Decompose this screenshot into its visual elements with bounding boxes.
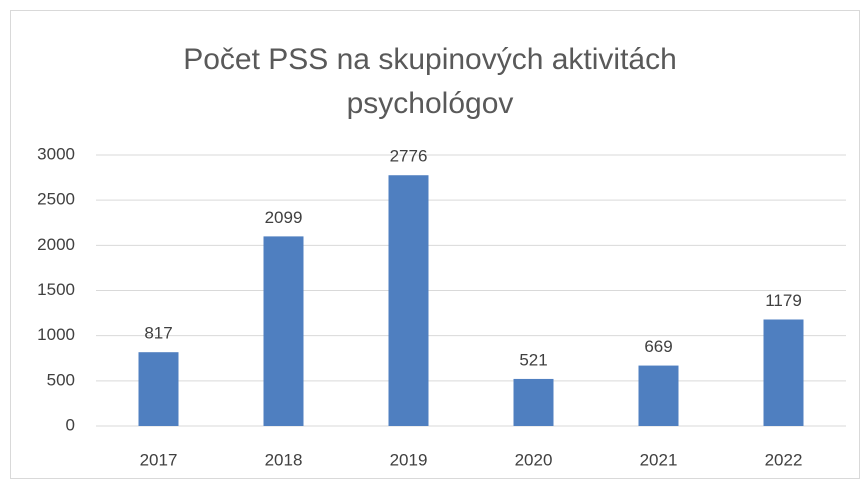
bar xyxy=(763,319,804,426)
y-tick-label: 3000 xyxy=(37,144,75,163)
x-tick-label: 2020 xyxy=(515,450,553,469)
y-tick-label: 2500 xyxy=(37,190,75,209)
data-label: 1179 xyxy=(765,291,802,310)
y-tick-label: 0 xyxy=(66,415,75,434)
bar xyxy=(513,378,554,426)
y-tick-label: 1500 xyxy=(37,280,75,299)
x-tick-label: 2017 xyxy=(140,450,178,469)
bar xyxy=(638,365,679,426)
data-label: 521 xyxy=(519,350,547,369)
data-label: 2776 xyxy=(390,147,428,166)
x-tick-label: 2021 xyxy=(640,450,678,469)
y-tick-label: 500 xyxy=(47,370,75,389)
bar xyxy=(388,175,429,426)
y-tick-label: 2000 xyxy=(37,235,75,254)
data-label: 669 xyxy=(644,337,672,356)
data-label: 817 xyxy=(144,324,172,343)
x-tick-label: 2018 xyxy=(265,450,303,469)
x-tick-label: 2019 xyxy=(390,450,428,469)
data-label: 2099 xyxy=(265,208,303,227)
y-tick-label: 1000 xyxy=(37,325,75,344)
chart-title: Počet PSS na skupinových aktivitách psyc… xyxy=(183,43,677,120)
x-tick-label: 2022 xyxy=(765,450,803,469)
bar xyxy=(263,236,304,426)
bar xyxy=(138,352,179,426)
